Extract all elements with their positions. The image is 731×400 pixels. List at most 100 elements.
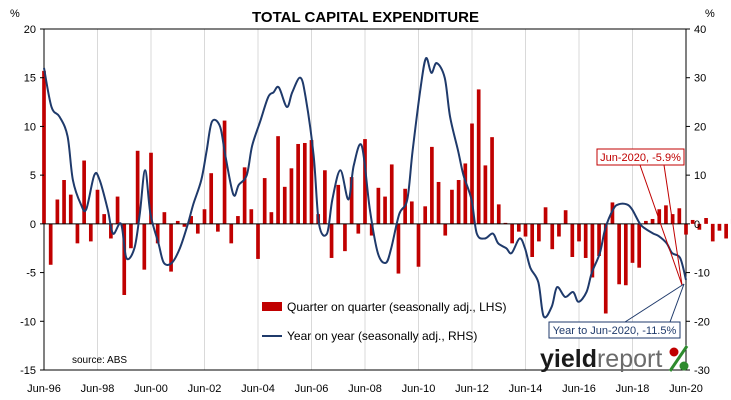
- bar-qoq: [242, 167, 247, 224]
- bar-qoq: [229, 223, 234, 244]
- bar-qoq: [644, 220, 648, 224]
- bar-qoq: [597, 223, 601, 257]
- bar-qoq: [129, 223, 133, 249]
- bar-qoq: [189, 216, 193, 224]
- bar-qoq: [637, 223, 642, 268]
- bar-qoq: [543, 207, 548, 224]
- bar-qoq: [476, 89, 481, 224]
- brand-wordmark: yieldreport: [540, 345, 662, 373]
- bar-qoq: [48, 223, 53, 265]
- left-tick-label: 20: [24, 24, 36, 36]
- bar-qoq: [68, 194, 73, 224]
- left-tick-label: -5: [26, 268, 36, 280]
- legend: Quarter on quarter (seasonally adj., LHS…: [262, 300, 506, 343]
- percent-symbol-icon: [668, 345, 689, 372]
- right-tick-label: -20: [694, 316, 710, 328]
- bar-qoq: [336, 184, 341, 224]
- chart-title: TOTAL CAPITAL EXPENDITURE: [252, 9, 479, 26]
- bar-series-qoq: [42, 70, 731, 314]
- bar-qoq: [209, 173, 214, 224]
- bar-qoq: [510, 223, 514, 244]
- bar-qoq: [82, 160, 86, 224]
- bar-qoq: [677, 208, 682, 224]
- bar-qoq: [109, 223, 113, 239]
- left-tick-label: 0: [30, 219, 36, 231]
- annotation-box-yoy: [548, 321, 681, 339]
- bar-qoq: [122, 223, 127, 295]
- bar-qoq: [195, 223, 200, 234]
- bar-qoq: [169, 223, 173, 272]
- bar-qoq: [483, 165, 488, 224]
- bar-qoq: [102, 214, 107, 224]
- right-tick-label: -10: [694, 268, 710, 280]
- bar-qoq: [389, 164, 394, 224]
- bar-qoq: [623, 223, 628, 286]
- bar-qoq: [302, 142, 307, 224]
- bar-qoq: [523, 223, 528, 237]
- right-axis-ticks: -30 -20 -10 0 10 20 30 40: [686, 24, 710, 377]
- bar-qoq: [590, 223, 595, 278]
- bar-qoq: [55, 199, 60, 224]
- bar-qoq: [222, 120, 227, 224]
- x-tick-label: Jun-98: [81, 383, 115, 395]
- bar-qoq: [162, 212, 167, 224]
- bar-qoq: [289, 168, 294, 224]
- bar-qoq: [657, 209, 662, 224]
- bar-qoq: [249, 209, 254, 224]
- bar-qoq: [135, 150, 140, 224]
- bar-qoq: [356, 223, 361, 234]
- bar-qoq: [276, 136, 280, 224]
- legend-swatch-qoq: [262, 302, 282, 311]
- bar-qoq: [343, 223, 347, 252]
- bar-qoq: [697, 223, 702, 230]
- bar-qoq: [296, 143, 300, 224]
- left-tick-label: -10: [20, 316, 36, 328]
- bar-qoq: [416, 223, 421, 267]
- bar-qoq: [704, 218, 708, 224]
- x-tick-label: Jun-00: [134, 383, 168, 395]
- bar-qoq: [423, 206, 428, 224]
- bar-qoq: [175, 220, 180, 224]
- x-tick-label: Jun-18: [616, 383, 650, 395]
- annotations: Jun-2020, -5.9% Year to Jun-2020, -11.5%: [548, 148, 685, 339]
- legend-label-qoq: Quarter on quarter (seasonally adj., LHS…: [287, 300, 506, 314]
- bar-qoq: [309, 140, 314, 224]
- bar-qoq: [664, 205, 668, 224]
- bar-qoq: [216, 223, 220, 232]
- bar-qoq: [149, 152, 153, 224]
- bar-qoq: [456, 180, 461, 224]
- bar-qoq: [262, 178, 267, 224]
- bar-qoq: [443, 223, 448, 236]
- bar-qoq: [617, 223, 621, 285]
- bar-qoq: [690, 219, 695, 224]
- bar-qoq: [436, 181, 441, 224]
- annotation-leader-yoy-2: [624, 283, 685, 323]
- bar-qoq: [490, 137, 494, 224]
- annotation-box-qoq: [596, 148, 685, 166]
- bar-qoq: [630, 223, 635, 263]
- bar-qoq: [369, 223, 374, 236]
- right-axis-unit: %: [705, 8, 715, 20]
- source-note: source: ABS: [72, 355, 127, 366]
- bar-qoq: [115, 196, 120, 224]
- x-tick-label: Jun-16: [562, 383, 596, 395]
- bar-qoq: [670, 214, 675, 224]
- line-series-yoy: [43, 57, 687, 319]
- x-axis-ticks: Jun-96 Jun-98 Jun-00 Jun-02 Jun-04 Jun-06 Jun-…: [27, 383, 703, 395]
- bar-qoq: [516, 223, 521, 232]
- bar-qoq: [550, 223, 555, 250]
- bar-qoq: [450, 189, 454, 224]
- bar-qoq: [583, 223, 588, 258]
- legend-label-yoy: Year on year (seasonally adj., RHS): [287, 329, 477, 343]
- annotation-leader-qoq-2: [663, 164, 683, 286]
- bar-qoq: [563, 210, 568, 224]
- bar-qoq: [570, 223, 575, 257]
- bar-qoq: [202, 209, 207, 224]
- bar-qoq: [329, 223, 334, 258]
- bar-qoq: [383, 196, 387, 224]
- bar-qoq: [376, 187, 381, 224]
- x-tick-label: Jun-04: [241, 383, 275, 395]
- bar-qoq: [363, 139, 367, 224]
- bar-qoq: [75, 223, 80, 244]
